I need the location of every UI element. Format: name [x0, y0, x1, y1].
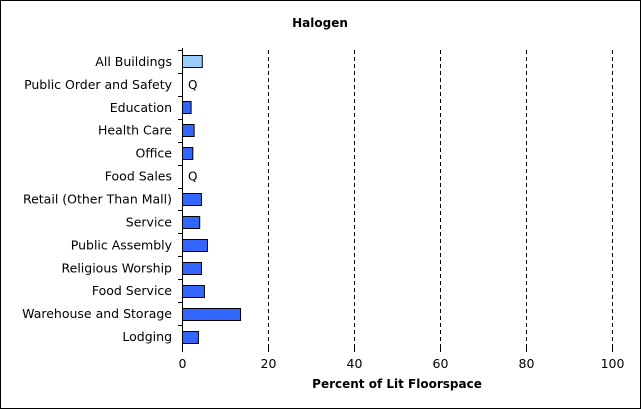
x-tick-label: 20	[261, 356, 277, 371]
x-tick-label: 100	[601, 356, 625, 371]
x-tick-label: 40	[347, 356, 363, 371]
category-label: All Buildings	[95, 54, 172, 69]
x-axis-label: Percent of Lit Floorspace	[312, 377, 482, 391]
category-label: Warehouse and Storage	[22, 306, 172, 321]
category-label: Food Sales	[105, 169, 172, 184]
x-tick-labels: 0 20 40 60 80 100	[179, 356, 625, 371]
x-tick-label: 60	[433, 356, 449, 371]
value-label: Q	[188, 78, 197, 92]
bar	[182, 55, 203, 68]
x-tick-label: 80	[519, 356, 535, 371]
bar	[182, 239, 208, 252]
category-label: Lodging	[122, 329, 172, 344]
category-label: Retail (Other Than Mall)	[23, 192, 172, 207]
bars: QQ	[182, 55, 242, 344]
bar	[182, 193, 202, 206]
category-label: Education	[110, 100, 172, 115]
category-label: Service	[126, 214, 173, 229]
bar	[182, 308, 242, 321]
category-label: Health Care	[98, 123, 172, 138]
value-label: Q	[188, 170, 197, 184]
chart-title: Halogen	[292, 16, 348, 30]
bar	[182, 124, 195, 137]
bar	[182, 331, 199, 344]
category-label: Food Service	[92, 283, 172, 298]
category-label: Public Assembly	[71, 237, 173, 252]
bar	[182, 216, 201, 229]
bar	[182, 285, 205, 298]
bar	[182, 262, 202, 275]
bar	[182, 147, 194, 160]
grid-lines	[268, 50, 613, 348]
category-label: Office	[136, 146, 173, 161]
category-label: Religious Worship	[62, 260, 173, 275]
category-labels: All Buildings Public Order and Safety Educ…	[22, 54, 172, 344]
category-label: Public Order and Safety	[24, 77, 173, 92]
axes	[178, 48, 613, 352]
bar	[182, 101, 192, 114]
x-tick-label: 0	[179, 356, 187, 371]
